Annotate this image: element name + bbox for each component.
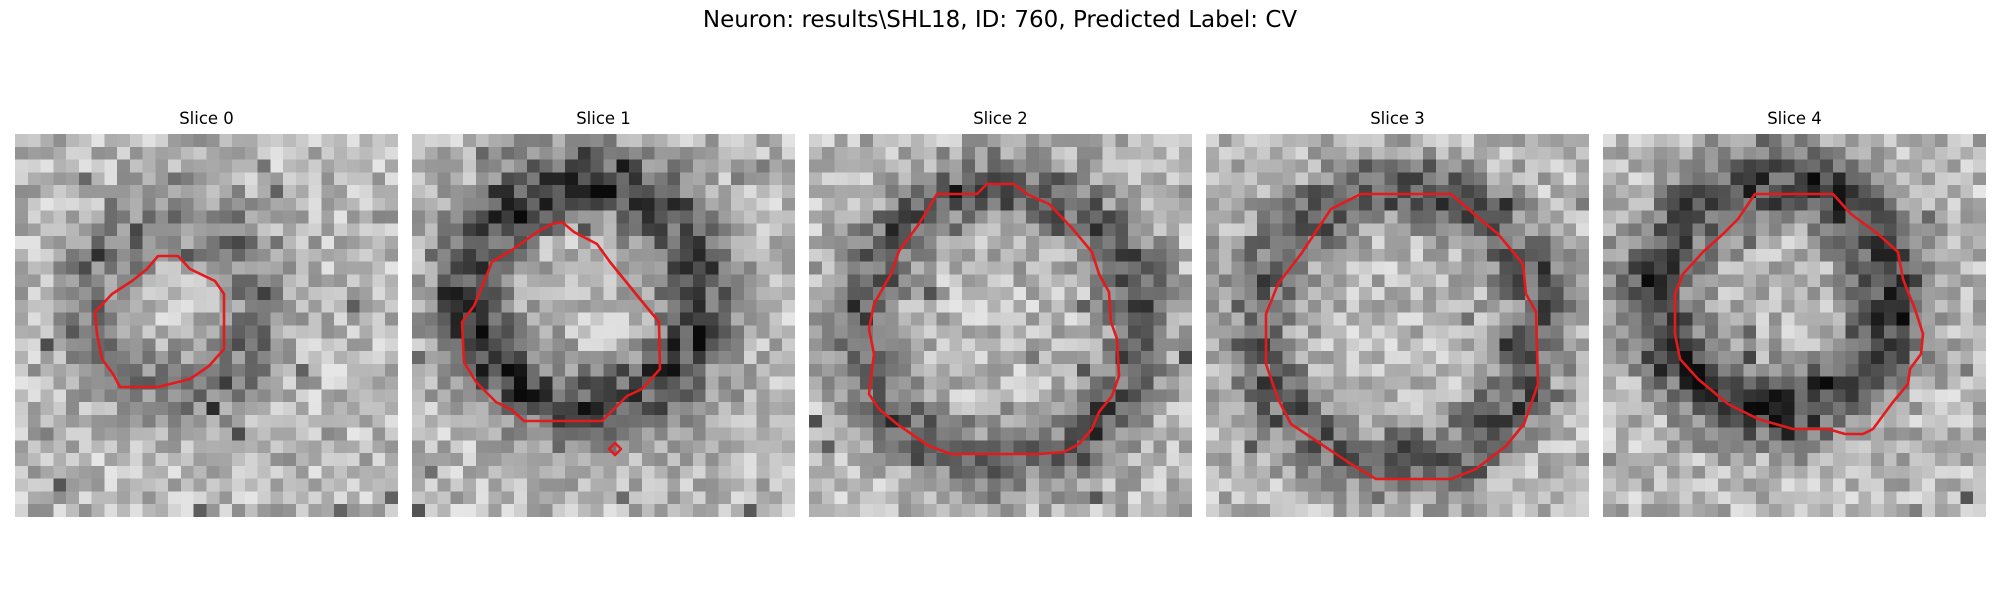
contour-overlay [460, 220, 662, 457]
contour-overlay [93, 254, 226, 389]
segmentation-contour [93, 254, 226, 389]
segmentation-contour [867, 182, 1121, 456]
slice-title: Slice 1 [576, 109, 631, 128]
slice-image-4 [1603, 134, 1986, 517]
segmentation-contour-small [607, 441, 623, 457]
slice-image-0 [15, 134, 398, 517]
slice-panel-4: Slice 4 [1603, 108, 1986, 517]
slice-canvas [1603, 134, 1986, 517]
contour-overlay [1673, 192, 1925, 436]
slice-image-3 [1206, 134, 1589, 517]
slice-panel-3: Slice 3 [1206, 108, 1589, 517]
slice-panel-0: Slice 0 [15, 108, 398, 517]
slice-image-2 [809, 134, 1192, 517]
contour-overlay [1264, 192, 1540, 481]
segmentation-contour [1264, 192, 1540, 481]
slice-canvas [15, 134, 398, 517]
slice-canvas [1206, 134, 1589, 517]
figure-title: Neuron: results\SHL18, ID: 760, Predicte… [702, 7, 1298, 33]
contour-overlay [867, 182, 1121, 456]
slice-title: Slice 4 [1767, 109, 1822, 128]
slice-title: Slice 2 [973, 109, 1028, 128]
slice-canvas [412, 134, 795, 517]
slice-image-1 [412, 134, 795, 517]
slice-title: Slice 3 [1370, 109, 1425, 128]
segmentation-contour [1673, 192, 1925, 436]
slice-panel-1: Slice 1 [412, 108, 795, 517]
slice-panel-2: Slice 2 [809, 108, 1192, 517]
slice-title: Slice 0 [179, 109, 234, 128]
segmentation-contour [460, 220, 662, 423]
